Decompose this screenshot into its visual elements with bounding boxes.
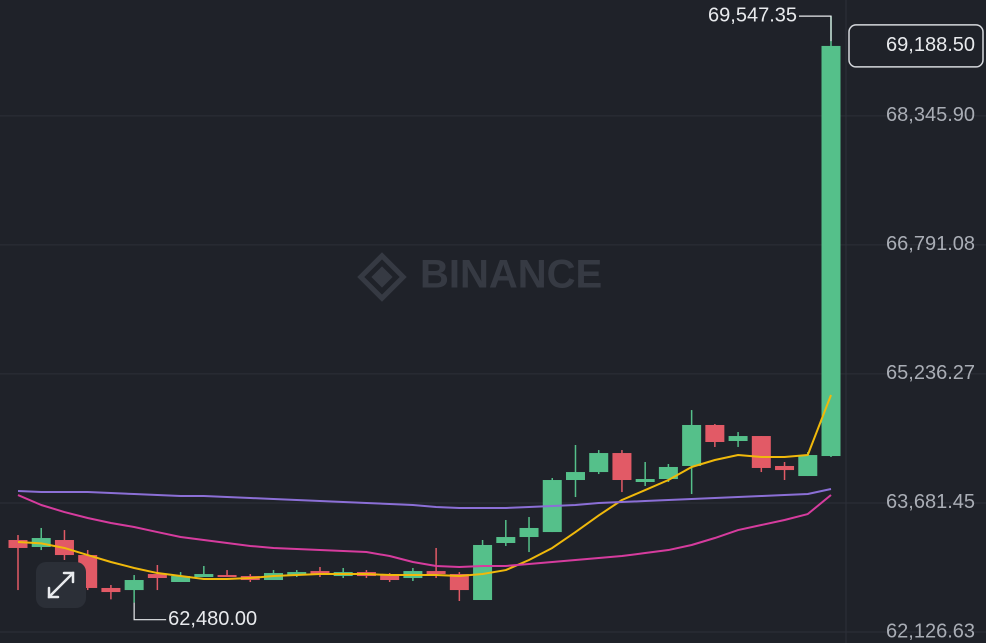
candle-body — [287, 572, 307, 576]
candle-body — [217, 575, 237, 578]
candle-body — [8, 540, 28, 548]
grid: 62,126.63 63,681.45 65,236.27 66,791.08 68,3… — [0, 104, 986, 642]
candle — [775, 462, 795, 481]
last-price-box — [848, 24, 984, 68]
candle — [8, 535, 28, 591]
candle-body — [682, 424, 702, 466]
candle — [728, 432, 748, 447]
candle-body — [635, 479, 655, 483]
ma-line — [17, 394, 832, 581]
y-tick-label: 65,236.27 — [886, 362, 975, 384]
fullscreen-icon[interactable] — [47, 571, 75, 599]
candle — [705, 423, 725, 447]
candle — [635, 462, 655, 486]
y-tick-label: 62,126.63 — [886, 620, 975, 642]
candle-body — [147, 574, 167, 579]
candle-body — [728, 436, 748, 442]
candle-body — [589, 453, 609, 473]
candle-body — [612, 453, 632, 481]
candle — [496, 520, 516, 546]
ma-line — [17, 487, 832, 509]
candle — [124, 575, 144, 603]
candle-body — [194, 574, 214, 578]
candle — [751, 436, 771, 473]
candle — [217, 570, 237, 578]
candle-body — [496, 537, 516, 543]
candle-body — [519, 527, 539, 538]
candle — [821, 16, 841, 458]
candle — [426, 547, 446, 579]
candle-body — [798, 455, 818, 477]
candle-body — [473, 544, 493, 601]
annotations: 69,547.35 62,480.00 69,188.50 — [133, 4, 984, 630]
low-label: 62,480.00 — [168, 608, 257, 630]
candle — [565, 444, 585, 498]
candle — [473, 540, 493, 601]
candle-body — [101, 587, 121, 593]
candle-body — [310, 571, 330, 575]
plot-area — [8, 16, 841, 603]
y-tick-label: 68,345.90 — [886, 104, 975, 126]
ma-line — [17, 494, 832, 568]
watermark-logo — [357, 252, 407, 302]
candle-body — [449, 574, 469, 591]
candle — [682, 410, 702, 495]
high-pointer — [799, 15, 832, 42]
last-price-label: 69,188.50 — [886, 34, 975, 56]
candle — [310, 566, 330, 578]
candle-body — [775, 465, 795, 471]
candle-body — [171, 576, 191, 583]
candle — [798, 452, 818, 477]
candle-body — [751, 436, 771, 468]
candle — [519, 517, 539, 553]
watermark-text: BINANCE — [420, 253, 602, 297]
candle — [589, 450, 609, 475]
low-pointer — [133, 602, 167, 621]
candle-body — [124, 580, 144, 591]
fullscreen-button[interactable] — [36, 562, 86, 608]
y-tick-label: 63,681.45 — [886, 491, 975, 513]
watermark: BINANCE — [357, 252, 602, 302]
candle-body — [821, 45, 841, 457]
candle-body — [380, 575, 400, 581]
candle — [194, 565, 214, 578]
candle — [612, 450, 632, 493]
candle — [147, 564, 167, 591]
candle-body — [705, 424, 725, 443]
candle — [101, 584, 121, 600]
candle-body — [426, 571, 446, 575]
candle-body — [658, 466, 678, 480]
high-label: 69,547.35 — [708, 4, 797, 26]
candle-body — [565, 472, 585, 481]
y-tick-label: 66,791.08 — [886, 233, 975, 255]
